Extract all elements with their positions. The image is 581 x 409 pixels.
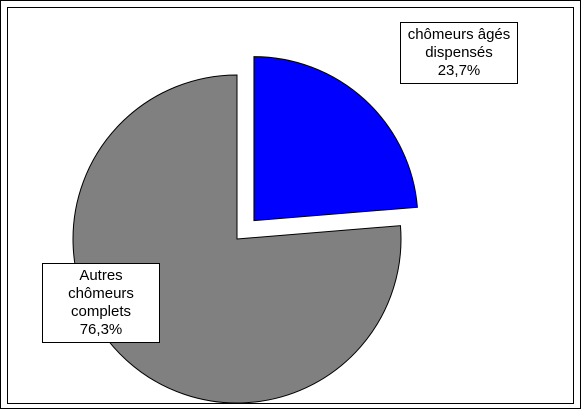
slice-label: chômeurs âgés dispensés 23,7%	[400, 22, 518, 84]
category-label: Autres chômeurs complets	[68, 267, 134, 320]
slice-label: Autres chômeurs complets 76,3%	[42, 263, 160, 343]
plot-frame	[7, 7, 574, 404]
value-label: 76,3%	[79, 321, 123, 338]
category-label: chômeurs âgés dispensés	[407, 26, 511, 61]
pie-slice	[253, 56, 418, 222]
value-label: 23,7%	[437, 62, 481, 79]
